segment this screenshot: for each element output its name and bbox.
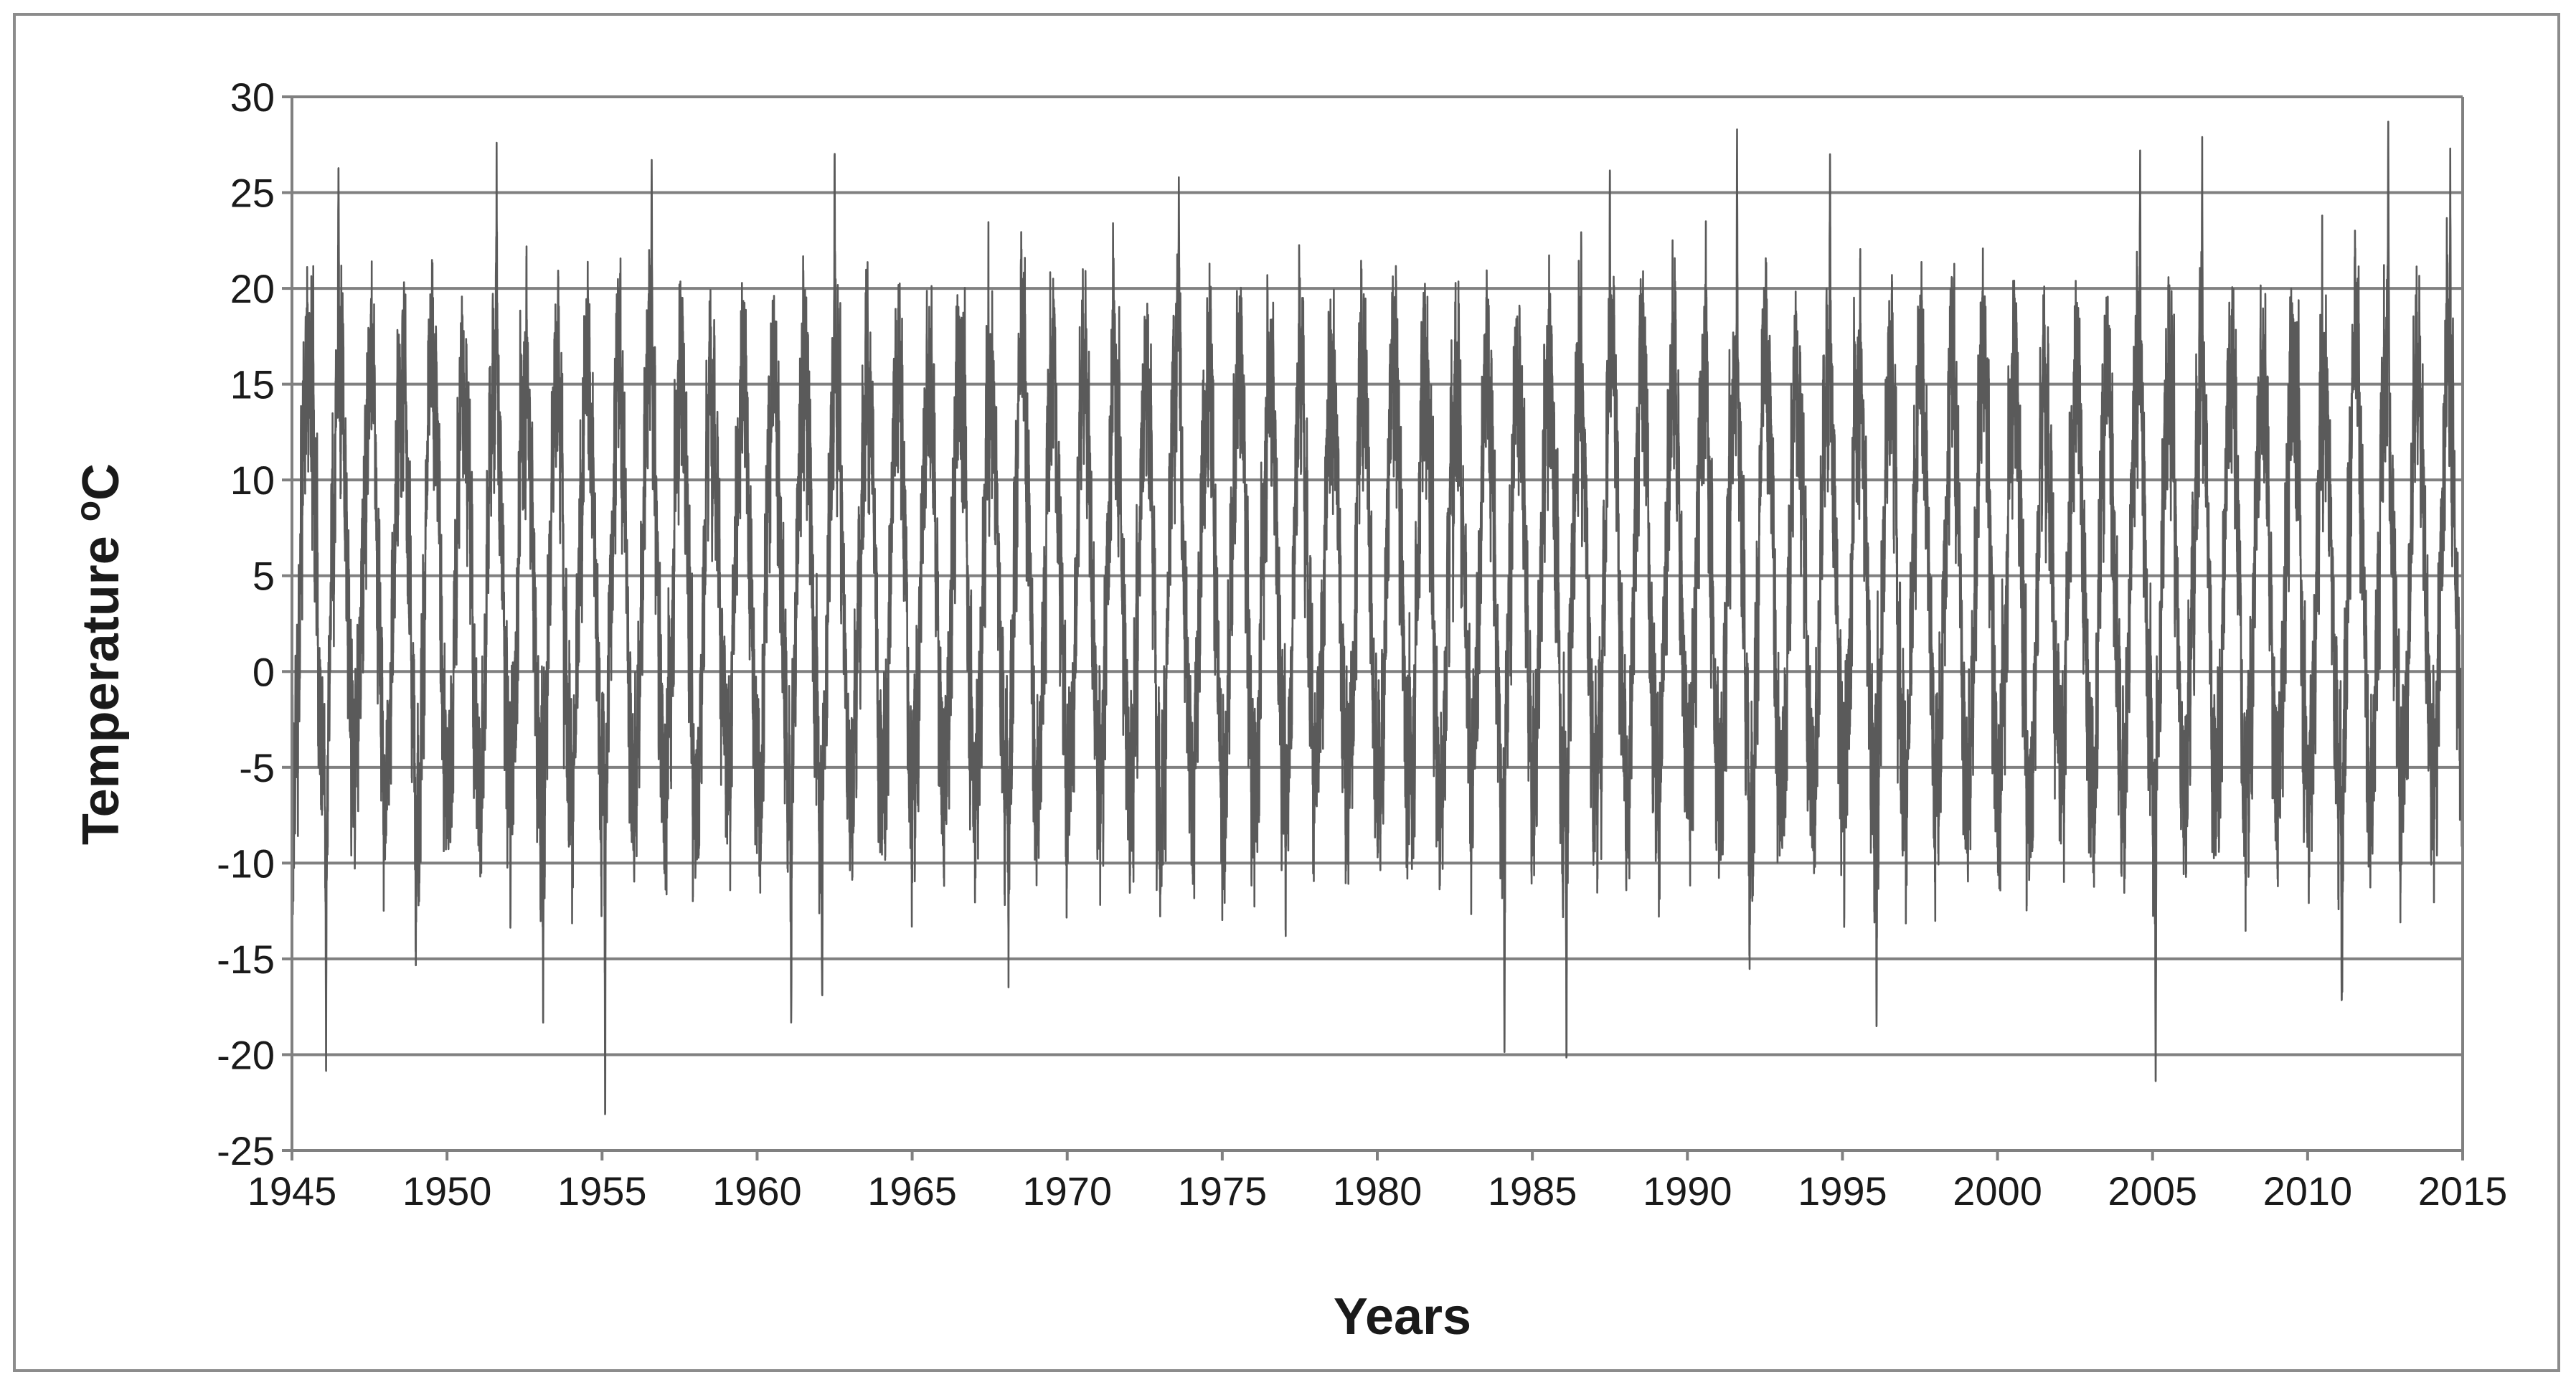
y-tick-label: -5 [239, 745, 275, 790]
temperature-series-line [291, 120, 2464, 1115]
y-tick-label: 25 [230, 171, 275, 216]
x-tick-label: 1970 [1022, 1168, 1112, 1214]
plot-frame [291, 97, 2464, 1150]
y-tick-label: -15 [217, 937, 275, 982]
y-tick-label: 10 [230, 458, 275, 503]
y-axis-title: Temperature oC [70, 463, 130, 845]
y-tick-label: 5 [253, 554, 275, 599]
y-axis-title-degree: o [70, 501, 108, 521]
x-tick-label: 2000 [1953, 1168, 2042, 1214]
x-tick-label: 2010 [2263, 1168, 2353, 1214]
y-tick-label: -10 [217, 841, 275, 886]
x-tick-label: 1990 [1643, 1168, 1732, 1214]
y-tick-label: 15 [230, 362, 275, 407]
x-tick-label: 1950 [402, 1168, 492, 1214]
y-axis-title-main: Temperature [72, 521, 130, 845]
x-tick-label: 1975 [1178, 1168, 1268, 1214]
x-axis-title: Years [1334, 1288, 1471, 1346]
x-tick-label: 2005 [2108, 1168, 2197, 1214]
y-tick-labels: -25 -20 -15 -10 -5 0 5 10 15 20 25 30 [217, 75, 275, 1173]
x-tick-label: 1985 [1488, 1168, 1577, 1214]
y-tick-label: 20 [230, 266, 275, 311]
y-axis-title-unit: C [72, 463, 130, 501]
x-tick-label: 1960 [712, 1168, 802, 1214]
y-tick-label: -25 [217, 1128, 275, 1173]
x-tick-label: 2015 [2418, 1168, 2508, 1214]
x-tick-label: 1965 [867, 1168, 957, 1214]
x-tick-label: 1980 [1333, 1168, 1423, 1214]
y-tick-label: 0 [253, 649, 275, 694]
x-tick-labels: 1945 1950 1955 1960 1965 1970 1975 1980 1985 1990… [247, 1168, 2508, 1214]
y-tick-label: -20 [217, 1032, 275, 1077]
series-layer [291, 120, 2464, 1115]
x-tick-label: 1995 [1798, 1168, 1887, 1214]
chart-frame [13, 13, 2560, 1372]
y-tick-label: 30 [230, 75, 275, 120]
x-tick-label: 1955 [557, 1168, 647, 1214]
x-tick-label: 1945 [247, 1168, 337, 1214]
